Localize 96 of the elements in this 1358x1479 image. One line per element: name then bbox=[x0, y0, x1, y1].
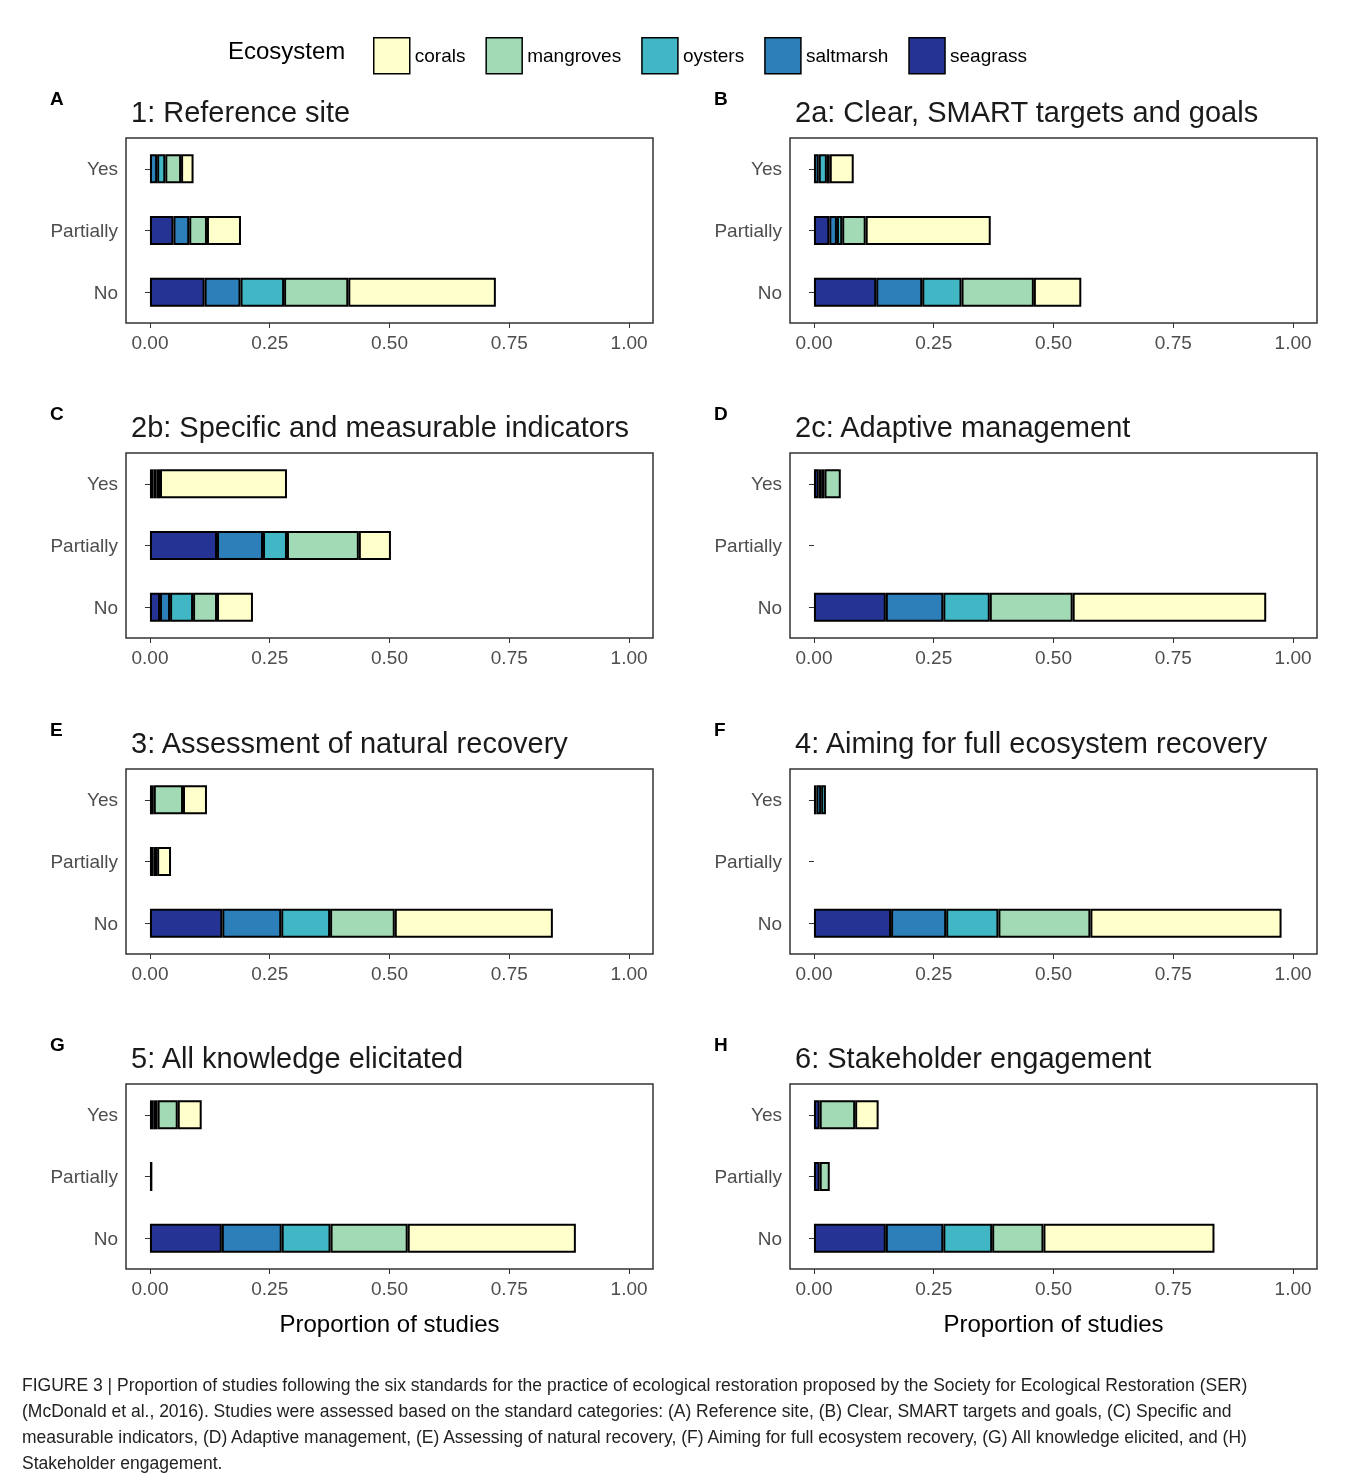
y-tick-label: No bbox=[93, 1227, 118, 1249]
x-tick-label: 0.25 bbox=[251, 1278, 289, 1299]
x-tick-label: 0.50 bbox=[1035, 332, 1072, 353]
y-tick-label: Yes bbox=[751, 789, 782, 811]
x-tick-label: 1.00 bbox=[1274, 1278, 1312, 1299]
x-tick-label: 0.25 bbox=[251, 647, 289, 668]
y-tick-label: Yes bbox=[751, 1104, 782, 1126]
chart-title: 6: Stakeholder engagement bbox=[795, 1041, 1152, 1074]
x-tick-label: 0.50 bbox=[1035, 1278, 1072, 1299]
x-tick-label: 0.25 bbox=[915, 1278, 953, 1299]
y-tick-label: Partially bbox=[50, 535, 119, 556]
x-tick-label: 0.00 bbox=[795, 963, 833, 984]
x-tick-label: 0.75 bbox=[490, 332, 528, 353]
legend-label: oysters bbox=[682, 45, 745, 67]
text: G bbox=[50, 1034, 65, 1056]
x-tick-label: 0.75 bbox=[1154, 332, 1192, 353]
legend-label: corals bbox=[414, 45, 466, 67]
y-tick-label: No bbox=[757, 1227, 782, 1249]
bar bbox=[160, 469, 287, 499]
y-tick-label: Yes bbox=[87, 789, 118, 811]
x-tick-label: 0.25 bbox=[251, 332, 289, 353]
x-tick-label: 0.50 bbox=[371, 963, 408, 984]
x-tick-label: 0.75 bbox=[490, 963, 528, 984]
y-tick-label: Yes bbox=[751, 158, 782, 180]
caption: FIGURE 3 | Proportion of studies following the six standards for the practice of ecological restoration proposed by the Society for Ecological Restoration (SER) (McDonald et al., 2016). Studies were assessed based on the standard categories: (A) Reference site, (B) Clear, SMART targets and goals, (C) Specific and measurable indicators, (D) Adaptive management, (E) Assessing of natural recovery, (F) Aiming for full ecosystem recovery, (G) All knowledge elicited, and (H) Stakeholder engagement. bbox=[22, 1374, 1249, 1475]
x-tick-label: 0.50 bbox=[371, 1278, 408, 1299]
x-axis-title: Proportion of studies bbox=[279, 1309, 500, 1337]
text: C bbox=[50, 403, 64, 425]
y-tick-label: Yes bbox=[87, 473, 118, 495]
legend-label: mangroves bbox=[527, 45, 622, 67]
chart-title: 3: Assessment of natural recovery bbox=[131, 726, 569, 759]
y-tick-label: No bbox=[757, 596, 782, 618]
y-tick-label: No bbox=[93, 596, 118, 618]
chart-title: 1: Reference site bbox=[131, 95, 351, 128]
x-tick-label: 0.50 bbox=[371, 332, 408, 353]
chart-title: 2c: Adaptive management bbox=[795, 410, 1131, 443]
x-tick-label: 0.00 bbox=[131, 1278, 169, 1299]
x-axis-title: Proportion of studies bbox=[943, 1309, 1164, 1337]
x-tick-label: 0.75 bbox=[1154, 647, 1192, 668]
x-tick-label: 0.50 bbox=[1035, 647, 1072, 668]
y-tick-label: Partially bbox=[714, 220, 783, 241]
legend-label: seagrass bbox=[950, 45, 1028, 67]
y-tick-label: Yes bbox=[751, 473, 782, 495]
x-tick-label: 0.75 bbox=[1154, 963, 1192, 984]
x-tick-label: 0.00 bbox=[795, 332, 833, 353]
y-tick-label: Partially bbox=[50, 220, 119, 241]
x-tick-label: 0.00 bbox=[795, 1278, 833, 1299]
y-tick-label: Partially bbox=[714, 1166, 783, 1187]
chart-title: 5: All knowledge elicitated bbox=[131, 1041, 464, 1074]
text: D bbox=[714, 403, 728, 425]
y-tick-label: Partially bbox=[50, 1166, 119, 1187]
chart-title: 4: Aiming for full ecosystem recovery bbox=[795, 726, 1268, 759]
x-tick-label: 1.00 bbox=[1274, 963, 1312, 984]
text: A bbox=[50, 88, 64, 110]
x-tick-label: 0.25 bbox=[915, 647, 953, 668]
y-tick-label: Partially bbox=[714, 535, 783, 556]
y-tick-label: Yes bbox=[87, 158, 118, 180]
bar bbox=[824, 469, 841, 499]
x-tick-label: 1.00 bbox=[1274, 332, 1312, 353]
x-tick-label: 1.00 bbox=[610, 332, 648, 353]
y-tick-label: No bbox=[757, 281, 782, 303]
x-tick-label: 0.00 bbox=[795, 647, 833, 668]
x-tick-label: 0.25 bbox=[251, 963, 289, 984]
y-tick-label: Partially bbox=[714, 851, 783, 872]
x-tick-label: 1.00 bbox=[610, 963, 648, 984]
x-tick-label: 0.00 bbox=[131, 647, 169, 668]
x-tick-label: 0.25 bbox=[915, 332, 953, 353]
text: B bbox=[714, 88, 728, 110]
x-tick-label: 0.25 bbox=[915, 963, 953, 984]
y-tick-label: No bbox=[93, 912, 118, 934]
bar bbox=[818, 154, 827, 184]
x-tick-label: 0.75 bbox=[1154, 1278, 1192, 1299]
legend-title: Ecosystem bbox=[228, 36, 346, 64]
y-tick-label: Partially bbox=[50, 851, 119, 872]
x-tick-label: 0.50 bbox=[371, 647, 408, 668]
text: H bbox=[714, 1034, 728, 1056]
bar bbox=[816, 785, 822, 815]
x-tick-label: 1.00 bbox=[1274, 647, 1312, 668]
chart-title: 2a: Clear, SMART targets and goals bbox=[795, 95, 1259, 128]
x-tick-label: 0.50 bbox=[1035, 963, 1072, 984]
text: F bbox=[714, 719, 726, 741]
y-tick-label: No bbox=[757, 912, 782, 934]
x-tick-label: 1.00 bbox=[610, 1278, 648, 1299]
bar bbox=[813, 469, 819, 499]
x-tick-label: 0.00 bbox=[131, 963, 169, 984]
y-tick-label: No bbox=[93, 281, 118, 303]
y-tick-label: Yes bbox=[87, 1104, 118, 1126]
x-tick-label: 1.00 bbox=[610, 647, 648, 668]
text: E bbox=[50, 719, 63, 741]
x-tick-label: 0.75 bbox=[490, 1278, 528, 1299]
x-tick-label: 0.00 bbox=[131, 332, 169, 353]
bar bbox=[829, 154, 854, 184]
legend-label: saltmarsh bbox=[805, 45, 889, 67]
chart-title: 2b: Specific and measurable indicators bbox=[131, 410, 630, 443]
x-tick-label: 0.75 bbox=[490, 647, 528, 668]
bar bbox=[157, 847, 172, 876]
